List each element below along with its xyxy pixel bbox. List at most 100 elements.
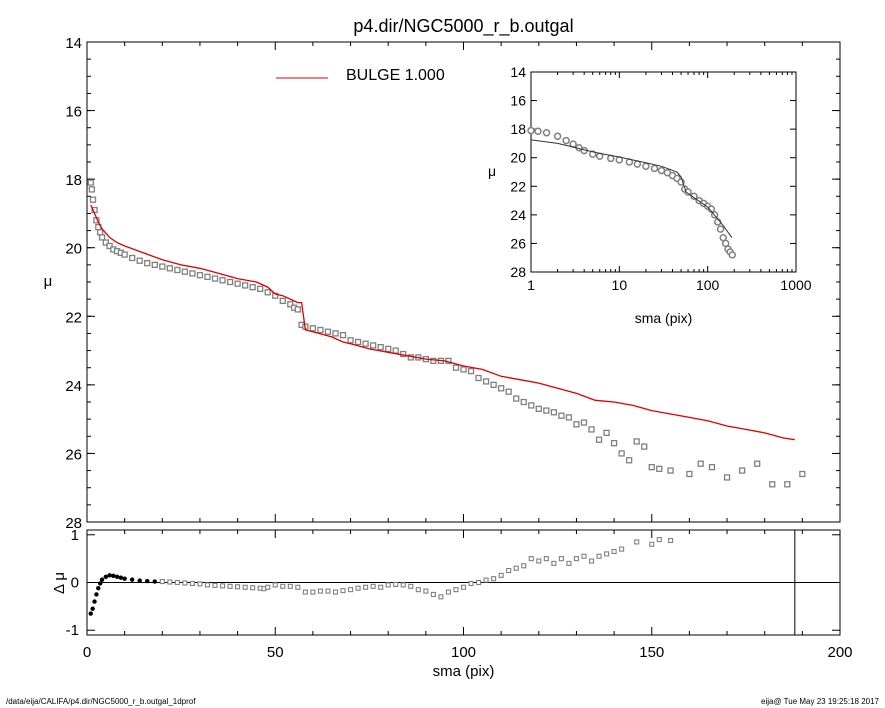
main-data-point (633, 438, 640, 445)
residual-data-point (118, 575, 124, 580)
residual-y-tick-label: -1 (66, 622, 79, 639)
inset-data-point (553, 132, 562, 141)
main-data-point (226, 278, 234, 286)
residual-data-point (107, 573, 112, 578)
residual-data-point (295, 584, 301, 590)
main-data-point (98, 234, 106, 241)
residual-data-point (536, 558, 542, 564)
main-data-point (102, 239, 109, 246)
residual-data-point (408, 583, 414, 589)
main-data-point (204, 273, 211, 281)
residual-data-point (491, 576, 497, 582)
residual-data-point (378, 584, 384, 590)
residual-data-point (212, 582, 218, 588)
inset-data-point (527, 126, 535, 135)
main-model-line (90, 204, 795, 441)
main-data-point (347, 337, 354, 344)
main-data-point (626, 457, 633, 464)
main-data-point (354, 338, 362, 346)
main-y-tick-label: 18 (65, 172, 82, 189)
main-data-point (467, 367, 475, 375)
inset-data-point (716, 225, 725, 233)
inset-data-point (650, 164, 659, 173)
residual-data-point (92, 599, 97, 604)
residual-data-point (242, 584, 248, 590)
main-data-point (196, 271, 204, 279)
main-data-point (309, 325, 317, 332)
inset-y-tick-label: 20 (510, 150, 526, 166)
main-data-point (241, 282, 249, 289)
main-data-point (385, 345, 392, 353)
main-data-point (211, 275, 219, 282)
main-data-point (287, 301, 294, 308)
residual-data-point (668, 537, 674, 544)
residual-y-tick-label: 1 (71, 527, 79, 544)
residual-data-point (94, 592, 99, 597)
main-data-point (754, 460, 761, 467)
residual-data-point (90, 606, 95, 611)
residual-data-point (438, 594, 444, 600)
main-data-point (769, 481, 776, 488)
main-data-point (129, 254, 136, 262)
main-data-point (610, 439, 618, 447)
residual-data-point (596, 553, 602, 559)
residual-y-axis-label: Δ μ (51, 572, 68, 594)
main-data-point (799, 470, 806, 478)
residual-data-point (619, 546, 625, 552)
main-data-point (595, 436, 603, 443)
main-data-point (324, 328, 332, 335)
main-data-point (332, 330, 339, 337)
residual-data-point (280, 583, 286, 589)
residual-data-point (114, 574, 120, 579)
main-data-point (588, 426, 595, 433)
footer-path: /data/eija/CALIFA/p4.dir/NGC5000_r_b.out… (6, 697, 196, 706)
main-data-point (339, 331, 347, 339)
inset-model-line (530, 139, 733, 238)
main-data-point (234, 280, 241, 287)
main-data-point (181, 268, 189, 275)
residual-data-point (363, 584, 369, 590)
main-data-point (159, 263, 166, 270)
residual-data-point (152, 579, 157, 584)
inset-y-tick-label: 14 (510, 64, 526, 80)
residual-data-point (265, 584, 271, 590)
main-data-point (618, 450, 625, 457)
residual-data-point (558, 556, 564, 562)
inset-data-point (690, 192, 698, 201)
main-data-point (603, 429, 610, 437)
residual-data-point (189, 580, 195, 587)
inset-y-tick-label: 16 (510, 93, 526, 109)
residual-data-point (543, 556, 549, 562)
inset-data-point (728, 251, 737, 259)
main-data-point (708, 463, 716, 471)
main-data-point (520, 398, 527, 406)
main-data-point (264, 289, 271, 296)
residual-data-point (566, 560, 572, 566)
main-y-tick-label: 22 (65, 309, 82, 326)
residual-data-point (204, 582, 211, 588)
main-data-point (490, 381, 497, 389)
residual-data-point (400, 582, 406, 588)
inset-x-axis-label: sma (pix) (635, 310, 693, 326)
main-data-point (88, 186, 96, 193)
residual-data-point (310, 589, 316, 595)
inset-x-tick-label: 100 (696, 277, 720, 293)
residual-data-point (97, 581, 103, 586)
main-data-point (151, 261, 158, 269)
main-data-point (565, 414, 573, 421)
main-data-point (174, 266, 181, 274)
inset-y-tick-label: 26 (510, 235, 526, 251)
main-y-tick-label: 16 (65, 104, 82, 121)
residual-data-point (167, 579, 173, 585)
residual-data-point (393, 581, 399, 587)
inset-data-point (707, 205, 716, 213)
residual-data-point (385, 582, 391, 588)
residual-data-point (182, 580, 188, 586)
residual-data-point (611, 548, 617, 555)
main-data-point (189, 270, 196, 277)
residual-data-point (370, 583, 376, 589)
residual-x-tick-label: 200 (827, 644, 852, 661)
main-data-point (279, 297, 286, 305)
main-data-point (369, 342, 377, 349)
